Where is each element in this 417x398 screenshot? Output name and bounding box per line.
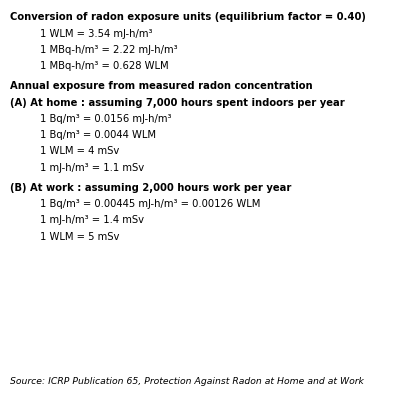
Text: (A) At home : assuming 7,000 hours spent indoors per year: (A) At home : assuming 7,000 hours spent… (10, 98, 345, 107)
Text: Source: ICRP Publication 65, Protection Against Radon at Home and at Work: Source: ICRP Publication 65, Protection … (10, 377, 364, 386)
Text: 1 Bq/m³ = 0.0156 mJ-h/m³: 1 Bq/m³ = 0.0156 mJ-h/m³ (40, 114, 171, 124)
Text: 1 WLM = 4 mSv: 1 WLM = 4 mSv (40, 146, 119, 156)
Text: (B) At work : assuming 2,000 hours work per year: (B) At work : assuming 2,000 hours work … (10, 183, 292, 193)
Text: 1 Bq/m³ = 0.00445 mJ-h/m³ = 0.00126 WLM: 1 Bq/m³ = 0.00445 mJ-h/m³ = 0.00126 WLM (40, 199, 260, 209)
Text: 1 Bq/m³ = 0.0044 WLM: 1 Bq/m³ = 0.0044 WLM (40, 130, 156, 140)
Text: 1 MBq-h/m³ = 2.22 mJ-h/m³: 1 MBq-h/m³ = 2.22 mJ-h/m³ (40, 45, 177, 55)
Text: 1 WLM = 3.54 mJ-h/m³: 1 WLM = 3.54 mJ-h/m³ (40, 29, 152, 39)
Text: 1 mJ-h/m³ = 1.1 mSv: 1 mJ-h/m³ = 1.1 mSv (40, 163, 144, 173)
Text: 1 MBq-h/m³ = 0.628 WLM: 1 MBq-h/m³ = 0.628 WLM (40, 61, 168, 71)
Text: Annual exposure from measured radon concentration: Annual exposure from measured radon conc… (10, 81, 313, 91)
Text: 1 WLM = 5 mSv: 1 WLM = 5 mSv (40, 232, 119, 242)
Text: Conversion of radon exposure units (equilibrium factor = 0.40): Conversion of radon exposure units (equi… (10, 12, 366, 22)
Text: 1 mJ-h/m³ = 1.4 mSv: 1 mJ-h/m³ = 1.4 mSv (40, 215, 143, 225)
